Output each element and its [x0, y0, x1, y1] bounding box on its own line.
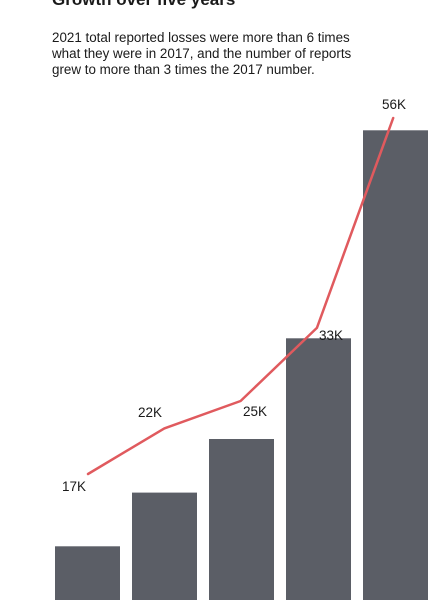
subtitle-line-1: 2021 total reported losses were more tha…: [52, 30, 350, 45]
data-label-2019: 25K: [243, 404, 267, 419]
chart-title: Growth over five years: [52, 0, 235, 10]
data-label-2021: 56K: [382, 97, 406, 112]
bars-layer: [55, 130, 428, 600]
bar-2021: [363, 130, 428, 600]
data-label-2018: 22K: [138, 405, 162, 420]
reports-line: [86, 116, 395, 476]
chart-subtitle: 2021 total reported losses were more tha…: [52, 30, 432, 78]
bar-2020: [286, 338, 351, 600]
subtitle-line-2: what they were in 2017, and the number o…: [52, 46, 352, 61]
bar-2018: [132, 492, 197, 600]
line-layer: [86, 116, 395, 476]
data-label-2017: 17K: [62, 479, 86, 494]
labels-layer: 17K 22K 25K 33K 56K: [62, 97, 406, 494]
bar-2017: [55, 546, 120, 600]
bar-2019: [209, 439, 274, 600]
subtitle-line-3: grew to more than 3 times the 2017 numbe…: [52, 62, 315, 77]
data-label-2020: 33K: [319, 328, 343, 343]
